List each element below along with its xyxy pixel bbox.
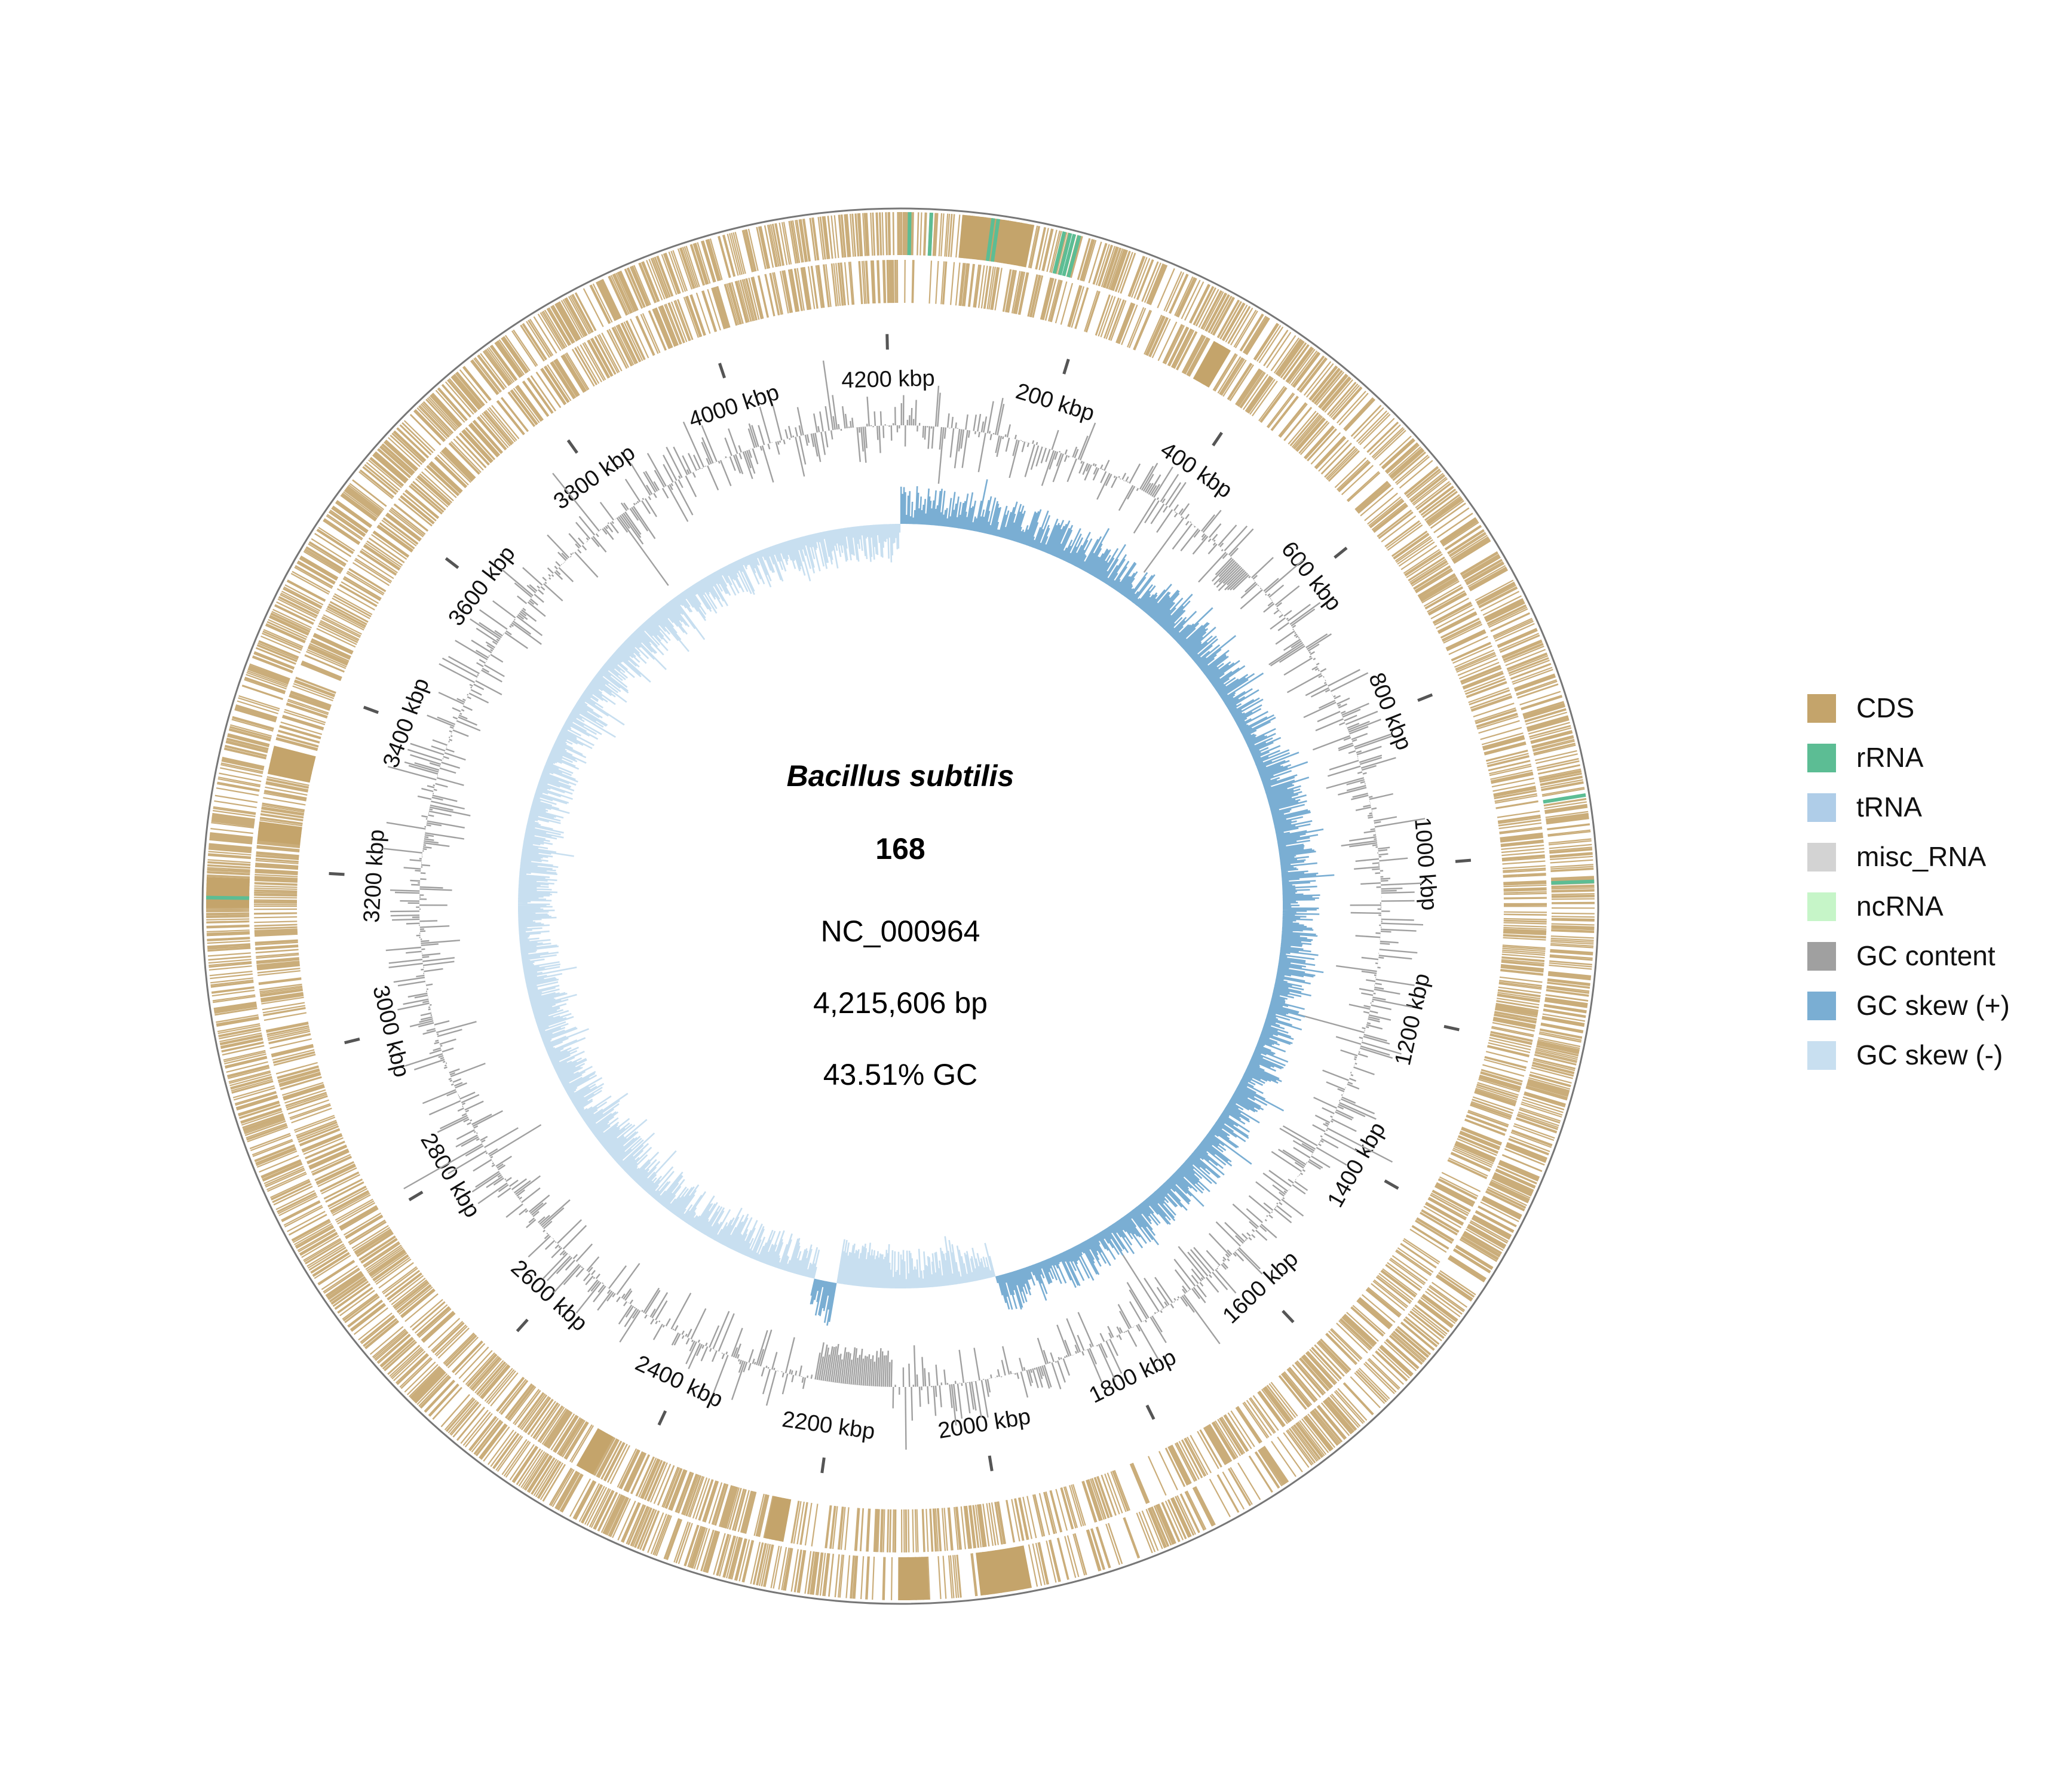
legend-item-gc-skew: GC skew (-) bbox=[1807, 1039, 2003, 1070]
cds-dense-block bbox=[206, 877, 250, 908]
tick-mark bbox=[516, 1318, 529, 1333]
tick-mark bbox=[1334, 547, 1348, 559]
rrna-track bbox=[206, 212, 1595, 900]
rrna-mark bbox=[1543, 793, 1586, 804]
tick-mark bbox=[657, 1410, 667, 1426]
gc-skew-positive-plot bbox=[810, 479, 1335, 1326]
legend-item-ncrna: ncRNA bbox=[1807, 891, 1944, 922]
backbone-circle-layer bbox=[201, 207, 1599, 1605]
cds-reverse-track bbox=[253, 259, 1547, 1553]
cds-feature-marks bbox=[206, 211, 1595, 1601]
gc-percent-label: 43.51% GC bbox=[823, 1058, 977, 1091]
tick-mark bbox=[1062, 358, 1070, 375]
tick-label: 3600 kbp bbox=[443, 541, 520, 631]
tick-label: 200 kbp bbox=[1013, 379, 1098, 426]
legend-label: ncRNA bbox=[1856, 891, 1944, 922]
legend-swatch bbox=[1807, 1041, 1836, 1070]
tick-mark bbox=[408, 1190, 424, 1201]
cds-dense-block bbox=[976, 1545, 1032, 1596]
tick-mark bbox=[885, 334, 889, 350]
rrna-mark bbox=[1066, 235, 1081, 278]
gc-content-track bbox=[382, 360, 1426, 1450]
cds-forward-track bbox=[206, 211, 1595, 1601]
cds-dense-block bbox=[898, 1557, 930, 1600]
legend-swatch bbox=[1807, 793, 1836, 822]
tick-mark bbox=[344, 1038, 360, 1045]
legend-swatch bbox=[1807, 892, 1836, 921]
legend: CDS rRNA tRNA misc_RNA ncRNA GC content GC ske… bbox=[1807, 692, 2010, 1070]
tick-label: 3200 kbp bbox=[359, 829, 390, 923]
tick-label: 3800 kbp bbox=[549, 440, 640, 514]
tick-mark bbox=[445, 557, 459, 569]
tick-mark bbox=[363, 705, 379, 714]
tick-label: 4200 kbp bbox=[841, 366, 935, 393]
tick-mark bbox=[718, 363, 727, 379]
tick-mark bbox=[566, 439, 578, 454]
legend-label: GC content bbox=[1856, 940, 1996, 971]
tick-mark bbox=[1384, 1179, 1399, 1190]
tick-mark bbox=[1417, 693, 1433, 702]
tick-label: 400 kbp bbox=[1155, 437, 1236, 504]
legend-item-misc-rna: misc_RNA bbox=[1807, 841, 1987, 872]
genome-length-label: 4,215,606 bp bbox=[813, 986, 988, 1020]
rrna-mark bbox=[1062, 234, 1077, 277]
legend-item-gc-skew: GC skew (+) bbox=[1807, 990, 2010, 1021]
legend-item-trna: tRNA bbox=[1807, 791, 1922, 823]
tick-label: 600 kbp bbox=[1276, 537, 1346, 616]
gc-content-plot bbox=[382, 360, 1426, 1450]
rrna-mark bbox=[1052, 231, 1066, 274]
cds-dense-block bbox=[1193, 340, 1231, 388]
rrna-mark bbox=[990, 219, 1000, 262]
tick-label: 2000 kbp bbox=[936, 1404, 1032, 1443]
cds-feature-marks bbox=[253, 259, 1547, 1553]
tick-mark bbox=[820, 1457, 826, 1474]
accession-label: NC_000964 bbox=[821, 915, 980, 948]
legend-label: GC skew (-) bbox=[1856, 1039, 2003, 1070]
legend-label: misc_RNA bbox=[1856, 841, 1987, 872]
tick-label: 4000 kbp bbox=[686, 380, 783, 433]
legend-swatch bbox=[1807, 744, 1836, 772]
legend-label: tRNA bbox=[1856, 791, 1922, 823]
tick-label: 1400 kbp bbox=[1323, 1118, 1391, 1212]
legend-swatch bbox=[1807, 992, 1836, 1020]
strain-label: 168 bbox=[875, 832, 925, 866]
legend-label: CDS bbox=[1856, 692, 1914, 723]
legend-swatch bbox=[1807, 942, 1836, 971]
cds-dense-block bbox=[267, 745, 316, 783]
legend-label: GC skew (+) bbox=[1856, 990, 2010, 1021]
tick-label: 3400 kbp bbox=[378, 675, 434, 771]
cds-dense-block bbox=[764, 1496, 792, 1542]
rrna-mark bbox=[927, 213, 933, 256]
center-genome-info: Bacillus subtilis 168 NC_000964 4,215,60… bbox=[787, 759, 1014, 1091]
cds-dense-block bbox=[257, 821, 302, 845]
tick-mark bbox=[1443, 1024, 1460, 1032]
rrna-mark bbox=[1058, 232, 1072, 275]
rrna-mark bbox=[1551, 879, 1595, 885]
tick-mark bbox=[988, 1455, 994, 1472]
rrna-mark bbox=[907, 212, 912, 256]
cds-dense-block bbox=[576, 1428, 614, 1475]
legend-item-cds: CDS bbox=[1807, 692, 1914, 723]
tick-mark bbox=[1212, 431, 1223, 447]
legend-item-rrna: rRNA bbox=[1807, 742, 1924, 773]
tick-mark bbox=[329, 872, 345, 876]
organism-name: Bacillus subtilis bbox=[787, 759, 1014, 793]
legend-item-gc-content: GC content bbox=[1807, 940, 1996, 971]
gc-skew-track bbox=[517, 479, 1335, 1326]
legend-swatch bbox=[1807, 694, 1836, 723]
tick-mark bbox=[1455, 858, 1472, 863]
tick-mark bbox=[1282, 1309, 1295, 1324]
rrna-mark bbox=[985, 218, 995, 262]
legend-label: rRNA bbox=[1856, 742, 1924, 773]
legend-swatch bbox=[1807, 843, 1836, 872]
tick-mark bbox=[1145, 1404, 1155, 1420]
tick-label: 2200 kbp bbox=[780, 1407, 876, 1444]
backbone-circle bbox=[201, 207, 1599, 1605]
tick-label: 1000 kbp bbox=[1409, 817, 1442, 912]
gc-skew-negative-plot bbox=[517, 523, 996, 1289]
